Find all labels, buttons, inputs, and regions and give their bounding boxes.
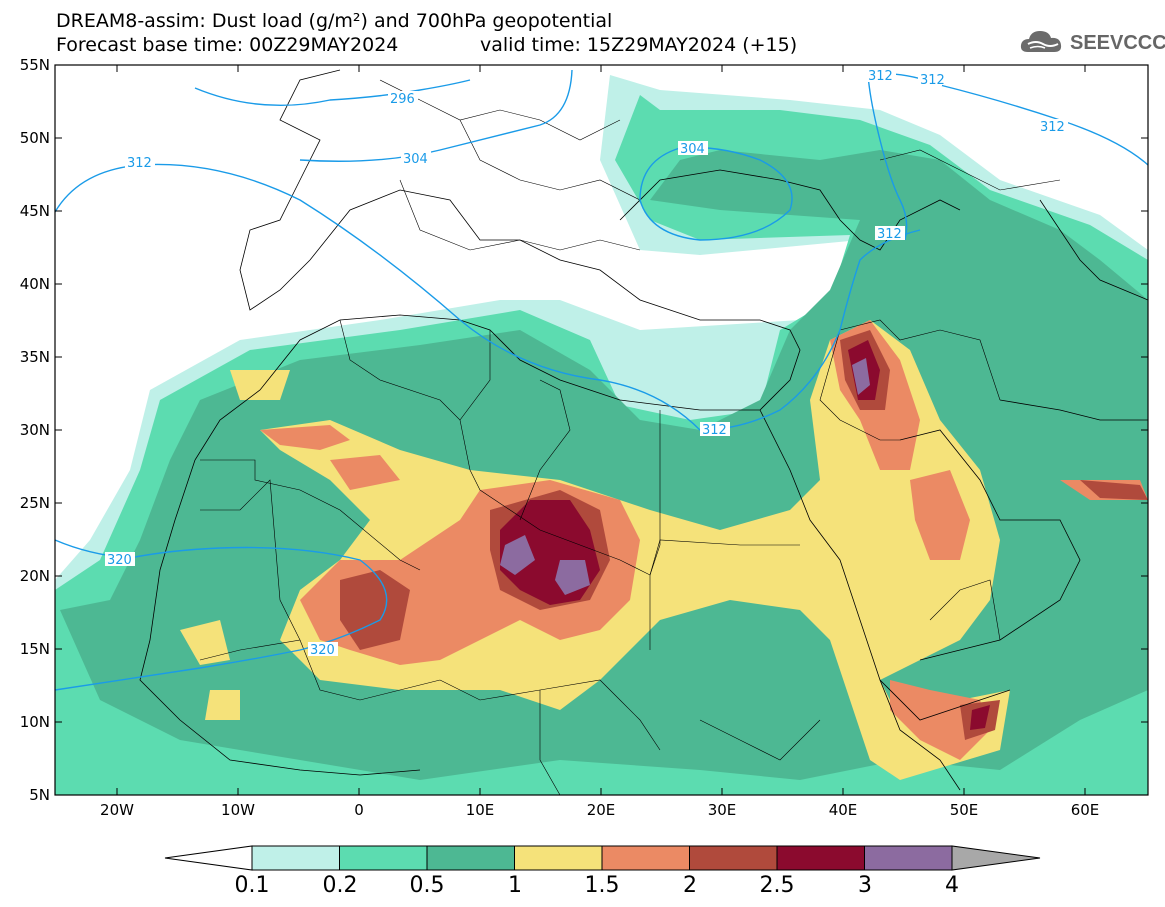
lat-label: 55N bbox=[20, 56, 50, 74]
dust-fields bbox=[55, 65, 1148, 795]
colorbar-swatch bbox=[689, 845, 778, 871]
valid-time: valid time: 15Z29MAY2024 (+15) bbox=[480, 34, 798, 56]
colorbar-swatch bbox=[339, 845, 428, 871]
colorbar-label: 4 bbox=[945, 873, 959, 898]
contour-label: 304 bbox=[403, 152, 428, 167]
contour-labels: 296 304 312 312 312 312 320 320 304 312 … bbox=[105, 68, 1068, 658]
colorbar-label: 1 bbox=[508, 873, 522, 898]
colorbar-label: 3 bbox=[858, 873, 872, 898]
cloud-icon bbox=[1020, 31, 1062, 52]
lon-label: 10E bbox=[466, 801, 495, 819]
colorbar-swatch bbox=[514, 845, 603, 871]
colorbar-label: 1.5 bbox=[585, 873, 620, 898]
colorbar-label: 2.5 bbox=[760, 873, 795, 898]
lat-label: 50N bbox=[20, 129, 50, 147]
lon-label: 50E bbox=[950, 801, 979, 819]
latitude-axis bbox=[55, 64, 1148, 796]
contour-label: 312 bbox=[920, 73, 945, 88]
lon-label: 20W bbox=[100, 801, 134, 819]
dust-band-1-5-east bbox=[830, 320, 1148, 760]
lon-label: 30E bbox=[708, 801, 737, 819]
contour-label: 312 bbox=[702, 423, 727, 438]
contour-label: 320 bbox=[107, 553, 132, 568]
colorbar-swatches bbox=[251, 845, 953, 871]
seevccc-logo: SEEVCCC bbox=[1018, 24, 1165, 60]
colorbar-over-arrow bbox=[951, 845, 1041, 871]
forecast-base-time: Forecast base time: 00Z29MAY2024 bbox=[56, 34, 399, 56]
colorbar-label: 2 bbox=[683, 873, 697, 898]
lat-label: 40N bbox=[20, 275, 50, 293]
lon-label: 20E bbox=[587, 801, 616, 819]
colorbar-label: 0.5 bbox=[410, 873, 445, 898]
colorbar-label: 0.1 bbox=[235, 873, 270, 898]
contour-label: 312 bbox=[1040, 120, 1065, 135]
colorbar-swatch bbox=[864, 845, 953, 871]
longitude-labels: 20W 10W 0 10E 20E 30E 40E 50E 60E bbox=[100, 801, 1099, 819]
contour-label: 320 bbox=[310, 643, 335, 658]
lat-label: 35N bbox=[20, 348, 50, 366]
colorbar-swatch bbox=[601, 845, 690, 871]
borders bbox=[199, 79, 1061, 795]
geopotential-contours bbox=[55, 69, 1148, 691]
lat-label: 15N bbox=[20, 640, 50, 658]
logo-text: SEEVCCC bbox=[1070, 32, 1165, 54]
lat-label: 10N bbox=[20, 713, 50, 731]
lon-label: 10W bbox=[221, 801, 255, 819]
lat-label: 30N bbox=[20, 421, 50, 439]
lon-label: 0 bbox=[354, 801, 364, 819]
lat-label: 20N bbox=[20, 567, 50, 585]
colorbar: 0.1 0.2 0.5 1 1.5 2 2.5 3 4 bbox=[164, 845, 1041, 898]
lon-label: 40E bbox=[829, 801, 858, 819]
lon-label: 60E bbox=[1071, 801, 1100, 819]
contour-label: 312 bbox=[877, 227, 902, 242]
contour-label: 312 bbox=[127, 156, 152, 171]
colorbar-label: 0.2 bbox=[323, 873, 358, 898]
dust-band-1-west bbox=[180, 370, 290, 720]
lat-label: 45N bbox=[20, 202, 50, 220]
longitude-axis bbox=[116, 65, 1086, 795]
dust-band-1-5-north bbox=[260, 425, 400, 490]
contour-label: 304 bbox=[680, 142, 705, 157]
colorbar-swatch bbox=[426, 845, 515, 871]
colorbar-labels: 0.1 0.2 0.5 1 1.5 2 2.5 3 4 bbox=[235, 873, 960, 898]
colorbar-under-arrow bbox=[164, 845, 253, 871]
lat-label: 5N bbox=[29, 786, 50, 804]
map-title: DREAM8-assim: Dust load (g/m²) and 700hP… bbox=[56, 10, 613, 32]
latitude-labels: 55N 50N 45N 40N 35N 30N 25N 20N 15N 10N … bbox=[20, 56, 50, 804]
lat-label: 25N bbox=[20, 494, 50, 512]
colorbar-swatch bbox=[776, 845, 865, 871]
colorbar-swatch bbox=[251, 845, 340, 871]
contour-label: 296 bbox=[390, 92, 415, 107]
contour-label: 312 bbox=[868, 69, 893, 84]
